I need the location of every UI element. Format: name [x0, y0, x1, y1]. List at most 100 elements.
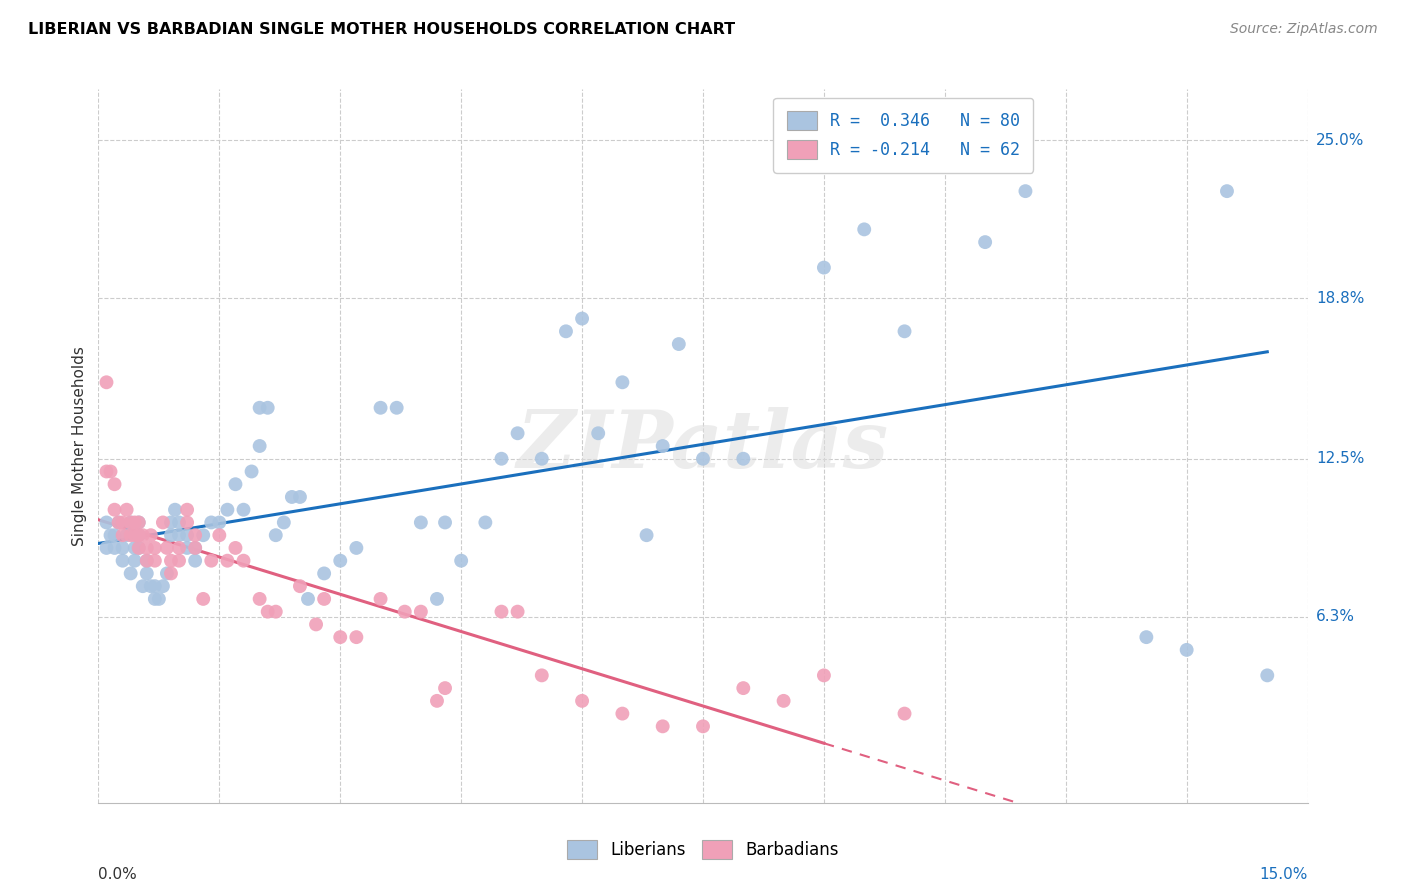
Point — [107, 516, 129, 530]
Point — [124, 541, 146, 555]
Point — [111, 516, 134, 530]
Point — [651, 719, 673, 733]
Point — [100, 465, 122, 479]
Point — [120, 566, 142, 581]
Point — [733, 451, 755, 466]
Point — [111, 528, 134, 542]
Point — [450, 554, 472, 568]
Point — [1175, 643, 1198, 657]
Point — [100, 528, 122, 542]
Point — [184, 541, 207, 555]
Point — [120, 516, 142, 530]
Point — [103, 477, 125, 491]
Point — [135, 541, 157, 555]
Point — [297, 591, 319, 606]
Point — [491, 451, 513, 466]
Point — [281, 490, 304, 504]
Point — [668, 337, 690, 351]
Point — [176, 502, 198, 516]
Point — [111, 554, 134, 568]
Point — [434, 681, 457, 695]
Point — [135, 554, 157, 568]
Point — [184, 528, 207, 542]
Point — [103, 502, 125, 516]
Point — [115, 502, 138, 516]
Point — [370, 591, 392, 606]
Point — [103, 541, 125, 555]
Point — [193, 591, 215, 606]
Point — [314, 566, 336, 581]
Text: 25.0%: 25.0% — [1316, 133, 1364, 148]
Point — [128, 516, 150, 530]
Point — [974, 235, 997, 249]
Point — [96, 516, 118, 530]
Point — [434, 516, 457, 530]
Point — [772, 694, 794, 708]
Point — [120, 516, 142, 530]
Point — [184, 541, 207, 555]
Point — [160, 554, 183, 568]
Point — [163, 502, 186, 516]
Point — [1135, 630, 1157, 644]
Point — [249, 401, 271, 415]
Point — [232, 502, 254, 516]
Point — [232, 554, 254, 568]
Point — [124, 554, 146, 568]
Point — [115, 528, 138, 542]
Point — [344, 630, 367, 644]
Point — [893, 706, 915, 721]
Point — [264, 605, 287, 619]
Point — [184, 554, 207, 568]
Point — [143, 591, 166, 606]
Point — [1216, 184, 1239, 198]
Point — [733, 681, 755, 695]
Text: 6.3%: 6.3% — [1316, 609, 1355, 624]
Y-axis label: Single Mother Households: Single Mother Households — [72, 346, 87, 546]
Point — [128, 528, 150, 542]
Point — [128, 516, 150, 530]
Text: Source: ZipAtlas.com: Source: ZipAtlas.com — [1230, 22, 1378, 37]
Point — [692, 719, 714, 733]
Text: 15.0%: 15.0% — [1260, 866, 1308, 881]
Point — [692, 451, 714, 466]
Point — [273, 516, 295, 530]
Point — [571, 694, 593, 708]
Point — [96, 376, 118, 390]
Point — [176, 541, 198, 555]
Point — [217, 502, 239, 516]
Point — [96, 465, 118, 479]
Point — [128, 528, 150, 542]
Point — [143, 541, 166, 555]
Point — [474, 516, 496, 530]
Point — [200, 516, 222, 530]
Point — [224, 477, 246, 491]
Point — [148, 591, 170, 606]
Point — [176, 516, 198, 530]
Point — [143, 579, 166, 593]
Point — [167, 554, 190, 568]
Point — [409, 516, 432, 530]
Point — [135, 566, 157, 581]
Point — [143, 554, 166, 568]
Point — [167, 528, 190, 542]
Point — [160, 516, 183, 530]
Point — [107, 516, 129, 530]
Point — [240, 465, 263, 479]
Point — [1014, 184, 1036, 198]
Point — [249, 439, 271, 453]
Point — [128, 541, 150, 555]
Point — [217, 554, 239, 568]
Point — [893, 324, 915, 338]
Point — [370, 401, 392, 415]
Point — [288, 490, 311, 504]
Point — [385, 401, 408, 415]
Point — [132, 579, 155, 593]
Point — [409, 605, 432, 619]
Point — [208, 528, 231, 542]
Point — [813, 260, 835, 275]
Point — [530, 451, 553, 466]
Point — [208, 516, 231, 530]
Point — [156, 566, 179, 581]
Point — [167, 516, 190, 530]
Point — [193, 528, 215, 542]
